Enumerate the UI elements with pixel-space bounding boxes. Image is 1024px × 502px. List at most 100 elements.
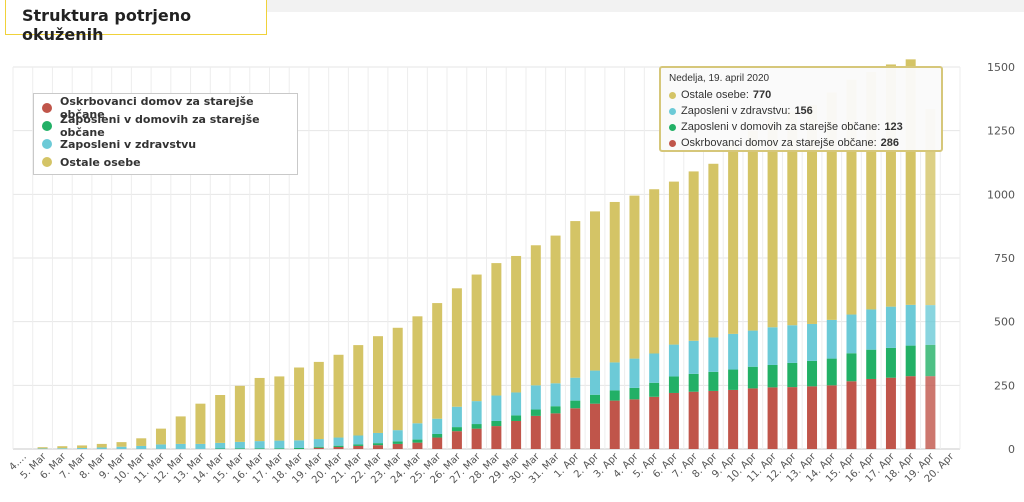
bar-segment [688,340,699,374]
bar-segment [708,371,719,391]
bar-segment [905,345,916,377]
bar-segment [826,92,837,320]
bar-segment [353,445,364,449]
bar-segment [728,143,739,334]
bar-segment [412,423,423,440]
bar-segment [530,245,541,386]
bar-segment [451,288,462,407]
bar-segment [826,385,837,449]
y-tick-label: 500 [994,316,1015,329]
tooltip-value: 123 [884,121,903,133]
bar-segment [708,390,719,449]
bar-segment [787,111,798,326]
bar-segment [905,59,916,305]
bar-segment [155,428,166,445]
bar-segment [885,347,896,378]
tooltip-label: Zaposleni v zdravstvu: [681,105,791,117]
bar-segment [37,448,48,449]
bar-segment [77,445,88,448]
bar-segment [826,358,837,386]
bar-segment [195,403,206,444]
tooltip-value: 156 [794,105,813,117]
bar-segment [432,418,443,434]
bar-segment [511,255,522,393]
bar-segment [136,438,147,446]
bar-segment [668,181,679,345]
bar-segment [688,171,699,341]
tooltip-value: 770 [752,89,772,101]
legend-label: Ostale osebe [60,155,141,169]
bar-segment [629,387,640,400]
bar-segment [767,364,778,388]
bar-segment [215,442,226,449]
tooltip-row: Ostale osebe: 770 [669,87,933,103]
bar-segment [550,383,561,407]
bar-segment [333,354,344,438]
bar-segment [787,362,798,388]
bar-segment [254,377,265,442]
bar-segment [590,403,601,449]
tooltip-marker [669,107,676,115]
bar-segment [668,392,679,449]
bar-segment [609,201,620,363]
chart-legend: Oskrbovanci domov za starejše občane Zapo… [33,93,298,175]
bar-segment [570,221,581,378]
bar-segment [728,333,739,370]
bar-segment [708,337,719,372]
bar-segment [96,443,107,448]
bar-segment [372,443,383,446]
bar-segment [471,274,482,402]
bar-segment [747,388,758,449]
bar-segment [392,430,403,442]
bar-segment [57,448,68,449]
bar-segment [590,370,601,395]
bar-segment [767,117,778,328]
bar-segment [866,309,877,350]
bar-segment [550,235,561,384]
legend-marker [42,157,52,167]
y-tick-label: 0 [1008,443,1015,456]
bar-segment [609,400,620,449]
bar-segment [747,366,758,389]
bar-segment [116,442,127,447]
tooltip-label: Zaposleni v domovih za starejše občane: [681,121,881,133]
bar-segment [491,420,502,427]
legend-item[interactable]: Zaposleni v zdravstvu [42,135,297,153]
bar-segment [392,443,403,449]
bar-segment [787,387,798,449]
bar-segment [491,263,502,396]
bar-segment [451,431,462,449]
bar-segment [491,395,502,421]
bar-segment [629,399,640,449]
bar-segment [451,427,462,432]
bar-segment [155,444,166,449]
bar-segment [412,442,423,449]
page-title: Struktura potrjeno okuženih [5,0,267,44]
bar-segment [925,305,936,345]
bar-segment [432,437,443,449]
bar-segment [372,336,383,433]
bar-segment [215,448,226,449]
bar-segment [254,441,265,449]
y-tick-label: 1250 [987,125,1015,138]
tooltip-label: Ostale osebe: [681,89,749,101]
legend-item[interactable]: Oskrbovanci domov za starejše občane [42,95,297,121]
bar-segment [885,306,896,348]
tooltip-marker [669,123,676,131]
bar-segment [590,394,601,404]
bar-segment [905,304,916,346]
bar-segment [708,163,719,338]
bar-segment [294,440,305,448]
bar-segment [313,361,324,440]
bar-segment [77,447,88,449]
bar-segment [511,415,522,421]
bar-segment [215,395,226,443]
tooltip-label: Oskrbovanci domov za starejše občane: [681,137,877,149]
bar-segment [372,445,383,449]
bar-segment [274,440,285,449]
bar-segment [511,420,522,449]
bar-segment [807,360,818,387]
legend-item[interactable]: Zaposleni v domovih za starejše občane [42,113,297,139]
legend-item[interactable]: Ostale osebe [42,153,297,171]
